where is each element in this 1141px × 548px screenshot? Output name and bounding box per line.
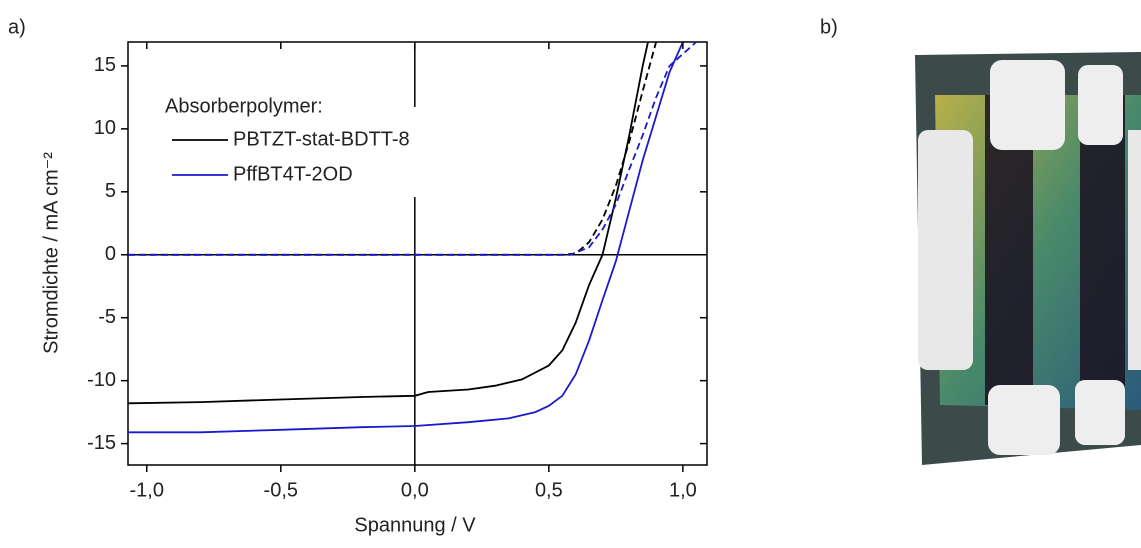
y-tick-label: -15 (87, 432, 116, 454)
data-line (128, 42, 684, 434)
x-tick-label: -0,5 (264, 479, 298, 501)
photo (915, 52, 1141, 465)
y-tick-label: -5 (98, 306, 116, 328)
legend-background (156, 107, 456, 197)
x-tick-label: -1,0 (130, 479, 164, 501)
panel-label: b) (820, 16, 838, 38)
x-tick-label: 0,0 (401, 479, 429, 501)
x-axis-label: Spannung / V (354, 514, 476, 536)
plot-area (128, 42, 707, 465)
legend-title: Absorberpolymer: (165, 95, 323, 117)
y-tick-label: 0 (105, 243, 116, 265)
panel-label: a) (8, 16, 26, 38)
data-line (128, 42, 697, 256)
y-axis-label: Stromdichte / mA cm⁻² (40, 152, 62, 354)
x-tick-label: 1,0 (669, 479, 697, 501)
y-tick-label: 5 (105, 180, 116, 202)
y-tick-label: 15 (94, 54, 116, 76)
data-line (128, 42, 649, 405)
y-tick-label: 10 (94, 117, 116, 139)
data-line (128, 42, 657, 256)
plot-frame (127, 41, 708, 466)
y-tick-label: -10 (87, 369, 116, 391)
legend-label: PBTZT-stat-BDTT-8 (233, 128, 410, 150)
x-tick-label: 0,5 (535, 479, 563, 501)
legend-label: PffBT4T-2OD (233, 163, 353, 185)
